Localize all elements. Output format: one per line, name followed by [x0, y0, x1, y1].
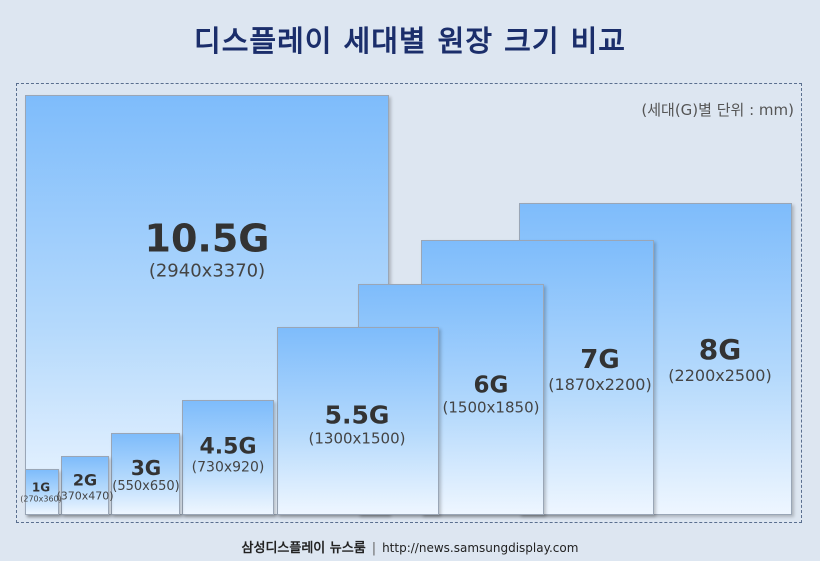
footer: 삼성디스플레이 뉴스룸 | http://news.samsungdisplay.c…: [0, 537, 820, 556]
panel-label-4-5g: 4.5G (730x920): [191, 434, 265, 477]
panel-2g: [61, 456, 109, 515]
generation-size: (2200x2500): [668, 365, 772, 385]
generation-name: 7G: [580, 345, 620, 376]
generation-size: (1300x1500): [308, 428, 406, 447]
generation-name: 1G: [31, 480, 51, 495]
panel-label-1g: 1G (270x360): [20, 480, 62, 505]
footer-url: http://news.samsungdisplay.com: [382, 541, 579, 555]
generation-name: 2G: [72, 470, 98, 490]
page-title: 디스플레이 세대별 원장 크기 비교: [194, 24, 626, 58]
panel-label-8g: 8G (2200x2500): [668, 333, 772, 385]
generation-size: (1870x2200): [548, 374, 652, 394]
diagram-frame: [16, 83, 802, 523]
panel-label-6g: 6G (1500x1850): [442, 372, 540, 417]
generation-size: (1500x1850): [442, 398, 540, 417]
panel-4-5g: [182, 400, 274, 515]
generation-name: 6G: [473, 372, 509, 399]
panel-5-5g: [277, 327, 439, 515]
generation-size: (550x650): [112, 479, 180, 495]
unit-note: (세대(G)별 단위 : mm): [641, 101, 794, 119]
generation-name: 10.5G: [144, 216, 270, 261]
generation-name: 5.5G: [324, 400, 390, 430]
generation-size: (2940x3370): [148, 260, 266, 282]
generation-name: 8G: [698, 333, 742, 367]
generation-name: 4.5G: [199, 434, 257, 460]
footer-separator: |: [371, 541, 377, 556]
generation-size: (730x920): [191, 459, 265, 476]
footer-brand: 삼성디스플레이 뉴스룸: [241, 541, 366, 556]
panel-3g: [111, 433, 180, 515]
panel-1g: [25, 469, 59, 515]
generation-size: (370x470): [56, 489, 114, 503]
panel-label-3g: 3G (550x650): [112, 457, 179, 495]
generation-size: (270x360): [20, 494, 62, 504]
panel-label-10-5g: 10.5G (2940x3370): [144, 216, 270, 282]
generation-name: 3G: [130, 456, 162, 481]
panel-label-2g: 2G (370x470): [56, 472, 113, 503]
panel-label-7g: 7G (1870x2200): [548, 346, 651, 394]
panel-label-5-5g: 5.5G (1300x1500): [309, 401, 406, 447]
